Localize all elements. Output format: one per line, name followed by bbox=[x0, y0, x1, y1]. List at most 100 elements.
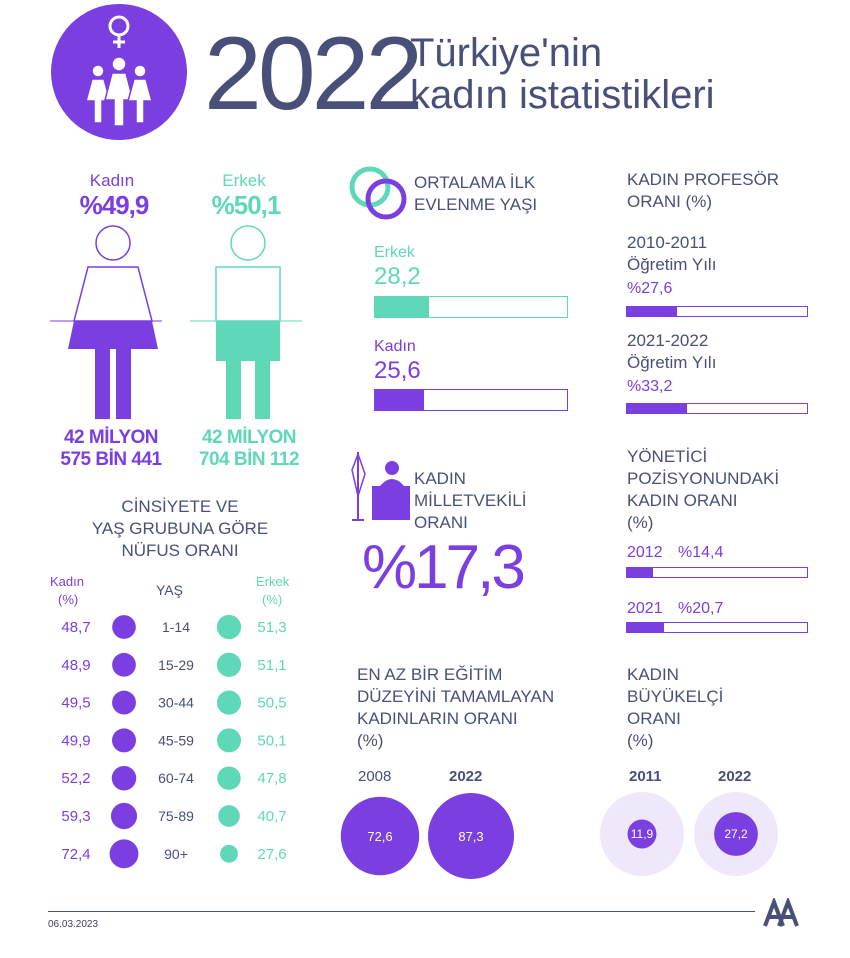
ambassador-bubbles: 11,9 27,2 bbox=[600, 792, 778, 876]
ambassador-title-2: BÜYÜKELÇİ bbox=[627, 687, 724, 706]
age-section-title-1: CİNSİYETE VE bbox=[121, 497, 239, 516]
age-group-label: 60-74 bbox=[158, 770, 194, 786]
male-count-line2: 704 BİN 112 bbox=[198, 449, 300, 470]
population-figures bbox=[50, 225, 302, 419]
age-male-bubble bbox=[216, 690, 242, 715]
female-figure-icon bbox=[68, 225, 158, 419]
education-title-2: DÜZEYİNİ TAMAMLAYAN bbox=[357, 687, 555, 706]
header-year: 2022 bbox=[204, 16, 423, 132]
marriage-male-bar bbox=[374, 296, 568, 318]
female-count-line2: 575 BİN 441 bbox=[60, 449, 162, 470]
age-female-bubble bbox=[112, 615, 136, 639]
age-male-value: 40,7 bbox=[257, 808, 286, 825]
marriage-female-bar-fill bbox=[375, 390, 425, 410]
ambassador-year-1: 2011 bbox=[629, 768, 662, 785]
marriage-male-label: Erkek bbox=[374, 244, 415, 261]
age-male-value: 27,6 bbox=[257, 846, 286, 863]
age-female-bubble bbox=[112, 690, 136, 715]
footer-divider bbox=[48, 911, 755, 912]
age-female-bubble bbox=[112, 728, 136, 753]
manager-title-1: YÖNETİCİ bbox=[627, 447, 708, 466]
age-male-value: 51,1 bbox=[257, 657, 286, 674]
manager-title-4: (%) bbox=[627, 513, 654, 532]
education-bubble-label: 87,3 bbox=[458, 829, 483, 844]
age-male-value: 50,1 bbox=[257, 732, 286, 749]
professor-period2-line2: Öğretim Yılı bbox=[627, 353, 717, 372]
age-male-value: 47,8 bbox=[257, 770, 286, 787]
ambassador-title-1: KADIN bbox=[627, 665, 679, 684]
ambassador-bubble bbox=[627, 819, 657, 849]
age-female-header-1: Kadın bbox=[50, 574, 84, 589]
marriage-title-1: ORTALAMA İLK bbox=[414, 173, 536, 192]
ambassador-bubble-label: 27,2 bbox=[724, 827, 748, 841]
education-title-1: EN AZ BİR EĞİTİM bbox=[357, 665, 503, 684]
age-female-header-2: (%) bbox=[58, 592, 79, 607]
male-label: Erkek bbox=[222, 171, 266, 190]
age-female-bubble bbox=[112, 652, 136, 677]
ambassador-bubble bbox=[714, 812, 758, 856]
professor-bar-2-fill bbox=[627, 404, 687, 413]
age-section-title-3: NÜFUS ORANI bbox=[121, 541, 239, 560]
age-group-label: 75-89 bbox=[158, 808, 194, 824]
manager-value-2: %20,7 bbox=[678, 600, 724, 617]
age-female-value: 48,9 bbox=[61, 657, 90, 674]
mp-title-1: KADIN bbox=[414, 469, 466, 488]
women-group-icon bbox=[85, 15, 153, 127]
age-male-bubble bbox=[217, 766, 241, 790]
male-pct: %50,1 bbox=[211, 190, 282, 220]
age-female-value: 49,5 bbox=[61, 695, 90, 712]
age-male-value: 50,5 bbox=[257, 695, 286, 712]
age-male-header-1: Erkek bbox=[256, 574, 290, 589]
professor-period1-line1: 2010-2011 bbox=[627, 233, 708, 252]
marriage-male-value: 28,2 bbox=[374, 263, 421, 290]
education-title-4: (%) bbox=[357, 731, 384, 750]
education-year-2: 2022 bbox=[449, 768, 483, 785]
manager-bar-1 bbox=[626, 567, 808, 578]
manager-value-1: %14,4 bbox=[678, 544, 724, 561]
age-male-bubble bbox=[220, 844, 238, 863]
professor-title-1: KADIN PROFESÖR bbox=[627, 170, 780, 189]
ambassador-year-2: 2022 bbox=[718, 768, 752, 785]
ambassador-title-4: (%) bbox=[627, 731, 654, 750]
age-header: YAŞ bbox=[156, 582, 183, 598]
marriage-female-bar bbox=[374, 389, 568, 411]
age-male-bubble bbox=[216, 614, 242, 640]
education-title-3: KADINLARIN ORANI bbox=[357, 709, 518, 728]
manager-year-2: 2021 bbox=[627, 600, 663, 617]
age-male-bubble bbox=[216, 728, 242, 753]
age-group-label: 90+ bbox=[164, 846, 188, 862]
education-bubbles: 72,6 87,3 bbox=[340, 793, 514, 879]
professor-bar-1 bbox=[626, 306, 808, 317]
female-pct: %49,9 bbox=[79, 190, 150, 220]
female-count-line1: 42 MİLYON bbox=[63, 427, 159, 448]
age-male-header-2: (%) bbox=[262, 592, 283, 607]
manager-year-1: 2012 bbox=[627, 544, 663, 561]
education-bubble-label: 72,6 bbox=[367, 829, 392, 844]
age-female-value: 49,9 bbox=[61, 732, 90, 749]
manager-bar-1-fill bbox=[627, 568, 653, 577]
manager-bar-2-fill bbox=[627, 623, 665, 632]
education-bubble bbox=[428, 793, 514, 879]
age-male-value: 51,3 bbox=[257, 619, 286, 636]
ambassador-title-3: ORANI bbox=[627, 709, 681, 728]
marriage-female-label: Kadın bbox=[374, 338, 416, 355]
marriage-female-value: 25,6 bbox=[374, 357, 421, 384]
age-group-label: 30-44 bbox=[158, 695, 194, 711]
age-table-chart: 48,7 1-14 51,3 48,9 15-29 51,1 49,5 30-44 50,5 49… bbox=[61, 614, 287, 869]
marriage-male-bar-fill bbox=[375, 297, 430, 317]
age-section-title-2: YAŞ GRUBUNA GÖRE bbox=[91, 519, 269, 538]
age-female-value: 52,2 bbox=[61, 770, 90, 787]
female-label: Kadın bbox=[89, 171, 135, 190]
male-count-line1: 42 MİLYON bbox=[201, 427, 297, 448]
aa-logo-icon bbox=[763, 898, 799, 927]
age-male-bubble bbox=[218, 805, 240, 827]
professor-title-2: ORANI (%) bbox=[627, 192, 712, 211]
age-female-bubble bbox=[110, 802, 138, 830]
mp-value: %17,3 bbox=[362, 533, 526, 602]
marriage-title-2: EVLENME YAŞI bbox=[414, 195, 538, 214]
age-group-label: 1-14 bbox=[162, 619, 190, 635]
manager-bar-2 bbox=[626, 622, 808, 633]
header-logo bbox=[51, 4, 187, 140]
manager-title-2: POZİSYONUNDAKİ bbox=[627, 469, 780, 488]
professor-period2-value: %33,2 bbox=[627, 378, 673, 395]
